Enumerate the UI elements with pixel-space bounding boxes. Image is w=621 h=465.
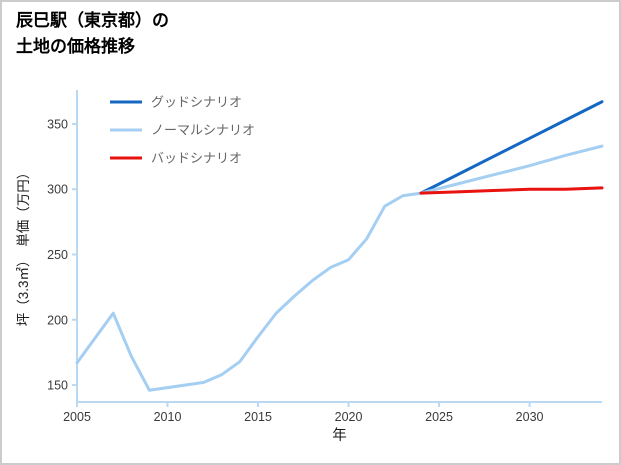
- x-tick-label: 2010: [154, 410, 182, 424]
- y-tick-label: 200: [47, 313, 68, 327]
- history-line: [75, 191, 423, 392]
- y-axis-label: 坪（3.3㎡） 単価（万円）: [16, 166, 31, 327]
- legend-label-1: グッドシナリオ: [151, 95, 242, 110]
- x-tick-label: 2025: [425, 410, 453, 424]
- x-tick-label: 2020: [335, 410, 363, 424]
- chart-title-line1: 辰巳駅（東京都）の: [16, 11, 169, 30]
- y-tick-label: 250: [47, 248, 68, 262]
- legend-label-2: ノーマルシナリオ: [151, 123, 255, 138]
- legend-label-3: バッドシナリオ: [151, 151, 242, 166]
- y-tick-label: 150: [47, 379, 68, 393]
- x-axis-label: 年: [332, 427, 347, 444]
- x-tick-label: 2030: [516, 410, 544, 424]
- bad-scenario-line: [419, 186, 604, 195]
- y-tick-label: 300: [47, 183, 68, 197]
- chart-title: 辰巳駅（東京都）の 土地の価格推移: [16, 8, 169, 61]
- y-tick-label: 350: [47, 117, 68, 131]
- chart-title-line2: 土地の価格推移: [16, 37, 135, 57]
- x-tick-label: 2015: [244, 410, 272, 424]
- normal-scenario-line: [419, 144, 604, 195]
- x-tick-label: 2005: [63, 410, 91, 424]
- good-scenario-line: [419, 100, 604, 195]
